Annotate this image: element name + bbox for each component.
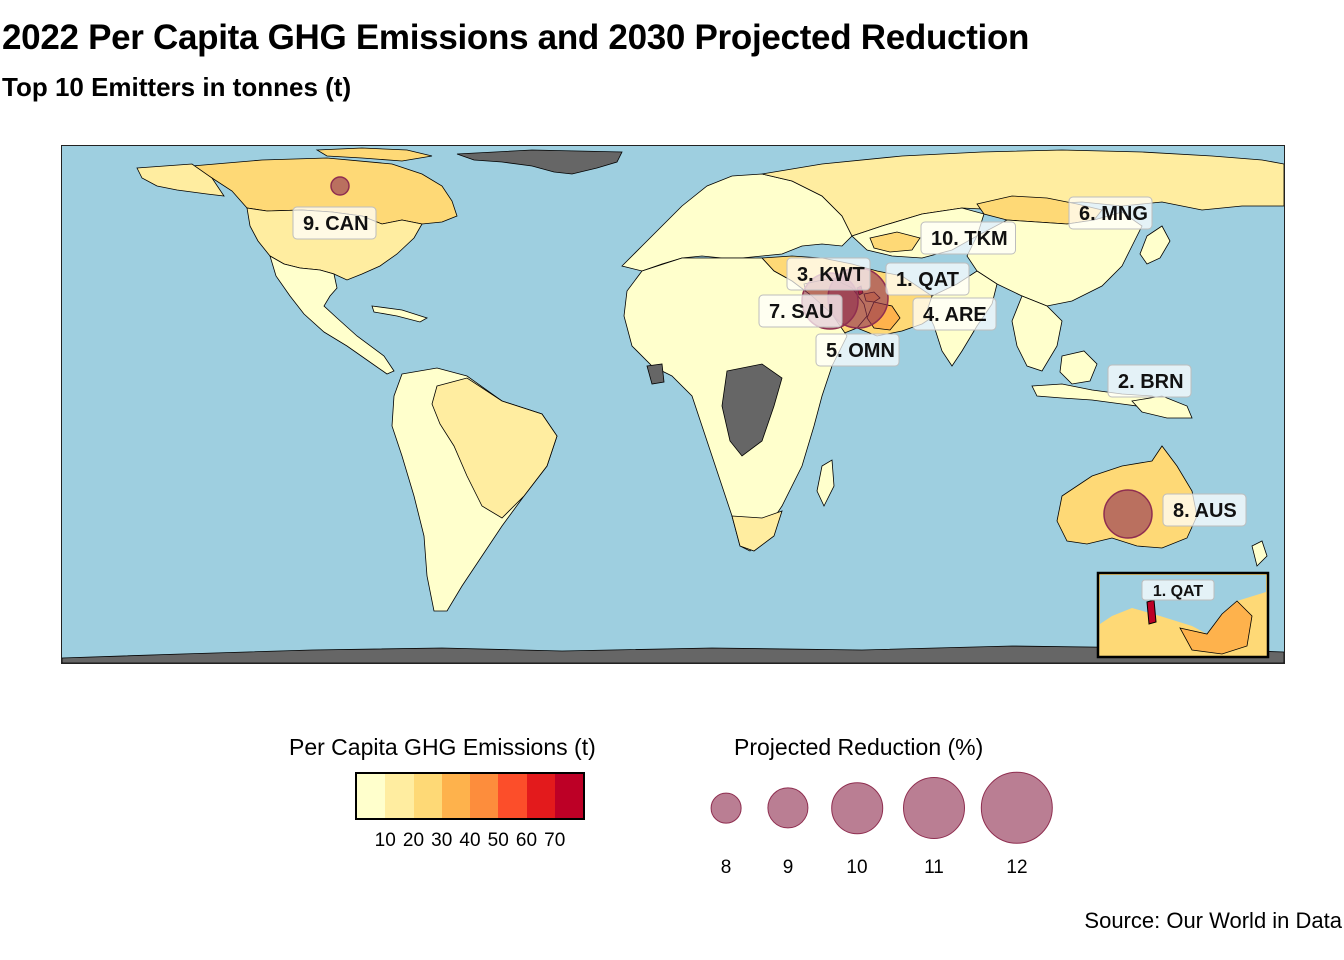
chart-subtitle: Top 10 Emitters in tonnes (t) [2, 72, 352, 102]
chart-title: 2022 Per Capita GHG Emissions and 2030 P… [2, 18, 1030, 57]
size-legend-label: 11 [924, 857, 944, 878]
region-madagascar [816, 459, 835, 507]
colorbar-tick-label: 70 [544, 830, 566, 851]
region-caribbean [371, 305, 428, 323]
size-legend-circle [903, 777, 965, 839]
colorbar-swatch [441, 774, 470, 818]
canada-arctic-islands [315, 147, 433, 162]
colorbar-swatch [413, 774, 442, 818]
region-europe [621, 173, 853, 272]
emitter-label-brn: 2. BRN [1107, 364, 1192, 398]
inset-label: 1. QAT [1153, 583, 1204, 600]
colorbar-swatch [357, 774, 386, 818]
greenland-no-data [456, 149, 623, 175]
size-legend-label: 10 [846, 857, 868, 878]
region-new-zealand [1251, 540, 1268, 567]
size-legend-label: 8 [720, 857, 732, 878]
emitter-label-kwt: 3. KWT [786, 257, 871, 291]
emitter-label-qat: 1. QAT [885, 262, 970, 296]
emitter-label-text: 10. TKM [931, 228, 1008, 250]
region-southeast-asia [1011, 295, 1063, 372]
emitter-bubble-can [330, 176, 350, 196]
region-mexico-central-america [269, 255, 395, 375]
emitter-label-text: 5. OMN [826, 340, 895, 362]
size-legend-circle [767, 787, 809, 829]
emitter-label-text: 2. BRN [1118, 371, 1184, 393]
size-legend-label: 12 [1006, 857, 1028, 878]
country-brazil [431, 377, 558, 519]
colorbar-swatch [498, 774, 527, 818]
size-legend-circle [831, 782, 883, 834]
emitter-label-sau: 7. SAU [758, 294, 843, 328]
emitter-label-are: 4. ARE [912, 297, 997, 331]
size-legend-circle [710, 792, 742, 824]
emitter-label-aus: 8. AUS [1162, 493, 1247, 527]
inset-uae [1179, 600, 1253, 655]
colorbar-tick-label: 20 [402, 830, 425, 851]
reduction-legend-title: Projected Reduction (%) [734, 734, 984, 760]
region-west-africa-no-data [646, 363, 665, 385]
colorbar-tick-label: 60 [515, 830, 538, 851]
label-layer: 1. QAT 2. BRN 3. KWT 4. ARE 5. OMN 6. MNG 7. S… [292, 196, 1247, 527]
colorbar-swatch [385, 774, 414, 818]
emissions-legend-title: Per Capita GHG Emissions (t) [289, 734, 596, 760]
size-legend-label: 9 [782, 857, 794, 878]
colorbar-swatch [470, 774, 499, 818]
region-new-guinea [1131, 395, 1193, 419]
emitter-label-mng: 6. MNG [1068, 196, 1153, 230]
inset-qatar: 1. QAT [1096, 571, 1270, 659]
colorbar-tick-label: 30 [431, 830, 453, 851]
region-central-africa-no-data [721, 363, 783, 457]
region-south-africa [731, 510, 783, 552]
antarctica-no-data [62, 645, 1284, 663]
colorbar-tick-label: 40 [459, 830, 481, 851]
emitter-label-can: 9. CAN [292, 206, 377, 240]
region-alaska [136, 163, 225, 197]
emitter-label-omn: 5. OMN [815, 333, 900, 367]
colorbar-tick-label: 10 [374, 830, 396, 851]
emitter-label-text: 9. CAN [303, 213, 369, 235]
country-turkmenistan [869, 231, 921, 253]
emitter-label-tkm: 10. TKM [920, 221, 1016, 255]
world-map: 1. QAT 1. QAT 2. BRN 3. KWT 4. ARE 5. OMN 6. … [61, 145, 1285, 664]
emissions-colorbar [355, 772, 585, 820]
map-canvas: 1. QAT 1. QAT 2. BRN 3. KWT 4. ARE 5. OMN 6. … [62, 147, 1284, 663]
emitter-label-text: 4. ARE [923, 304, 987, 326]
emitter-label-text: 1. QAT [896, 269, 959, 291]
colorbar-swatch [526, 774, 555, 818]
colorbar-tick-label: 50 [487, 830, 509, 851]
emitter-label-text: 3. KWT [797, 264, 865, 286]
inset-qatar-shape [1146, 599, 1157, 625]
emitter-bubble-aus [1103, 489, 1153, 539]
size-legend-circle [980, 771, 1054, 845]
emitter-label-text: 7. SAU [769, 301, 833, 323]
region-borneo [1059, 350, 1098, 385]
emitter-label-text: 8. AUS [1173, 500, 1237, 522]
colorbar-swatch [554, 774, 583, 818]
source-note: Source: Our World in Data [1084, 908, 1342, 933]
emitter-label-text: 6. MNG [1079, 203, 1148, 225]
region-japan [1139, 225, 1171, 265]
